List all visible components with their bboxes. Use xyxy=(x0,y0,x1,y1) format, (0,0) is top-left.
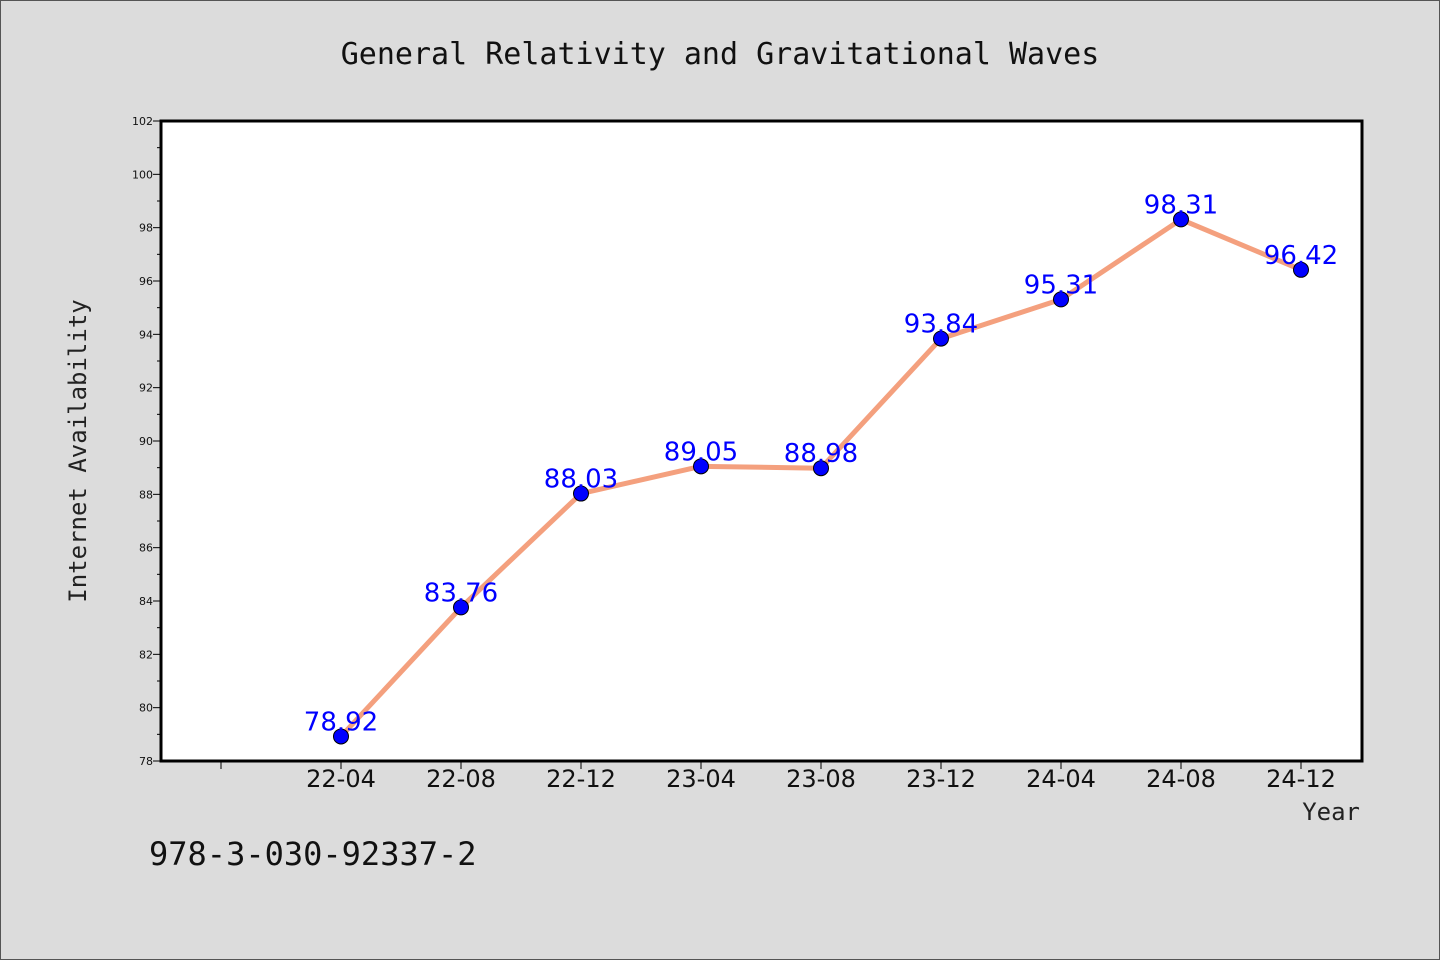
data-point xyxy=(1173,211,1189,228)
plot-border xyxy=(159,119,1364,763)
x-tick-label: 23-04 xyxy=(666,765,736,793)
data-point xyxy=(573,485,589,502)
x-tick-label: 23-12 xyxy=(906,765,976,793)
data-point xyxy=(933,330,949,347)
series-markers xyxy=(333,211,1309,745)
footer-isbn: 978-3-030-92337-2 xyxy=(149,835,477,873)
x-axis-ticks: 22-04 22-08 22-12 23-04 23-08 23-12 24-04 24-08… xyxy=(220,761,1336,793)
data-point xyxy=(453,599,469,616)
data-labels: 78.92 83.76 88.03 89.05 88.98 93.84 95.31 98.31… xyxy=(304,190,1338,737)
data-label: 96.42 xyxy=(1264,241,1338,271)
y-tick-label: 90 xyxy=(139,435,153,448)
x-tick-label: 22-08 xyxy=(426,765,496,793)
y-tick-label: 86 xyxy=(139,542,153,555)
data-label: 93.84 xyxy=(904,310,978,340)
x-tick-label: 23-08 xyxy=(786,765,856,793)
data-point xyxy=(693,458,709,475)
x-tick-label: 24-04 xyxy=(1026,765,1096,793)
data-point xyxy=(813,460,829,477)
x-tick-label: 24-08 xyxy=(1146,765,1216,793)
y-tick-label: 94 xyxy=(139,328,153,341)
y-tick-label: 84 xyxy=(139,595,153,608)
y-tick-label: 98 xyxy=(139,222,153,235)
data-point xyxy=(333,728,349,745)
y-tick-label: 102 xyxy=(132,115,153,128)
x-tick-label: 22-12 xyxy=(546,765,616,793)
y-tick-label: 96 xyxy=(139,275,153,288)
y-tick-label: 82 xyxy=(139,648,153,661)
y-tick-label: 92 xyxy=(139,382,153,395)
data-label: 83.76 xyxy=(424,578,498,608)
y-tick-label: 100 xyxy=(132,168,153,181)
y-tick-label: 78 xyxy=(139,755,153,768)
data-label: 88.03 xyxy=(544,465,618,495)
data-point xyxy=(1053,291,1069,308)
data-label: 89.05 xyxy=(664,437,738,467)
data-point xyxy=(1293,261,1309,278)
x-tick-label: 24-12 xyxy=(1266,765,1336,793)
data-label: 98.31 xyxy=(1144,190,1218,220)
data-label: 78.92 xyxy=(304,707,378,737)
y-tick-label: 88 xyxy=(139,488,153,501)
y-axis-label: Internet Availability xyxy=(64,299,92,602)
data-label: 88.98 xyxy=(784,439,858,469)
y-axis-ticks: 78 80 82 84 86 88 90 92 94 96 98 100 102 xyxy=(132,115,161,768)
y-tick-label: 80 xyxy=(139,702,153,715)
chart-title: General Relativity and Gravitational Wav… xyxy=(341,37,1100,72)
data-label: 95.31 xyxy=(1024,270,1098,300)
plot-area xyxy=(161,121,1362,761)
x-axis-label: Year xyxy=(1302,798,1360,826)
x-tick-label: 22-04 xyxy=(306,765,376,793)
